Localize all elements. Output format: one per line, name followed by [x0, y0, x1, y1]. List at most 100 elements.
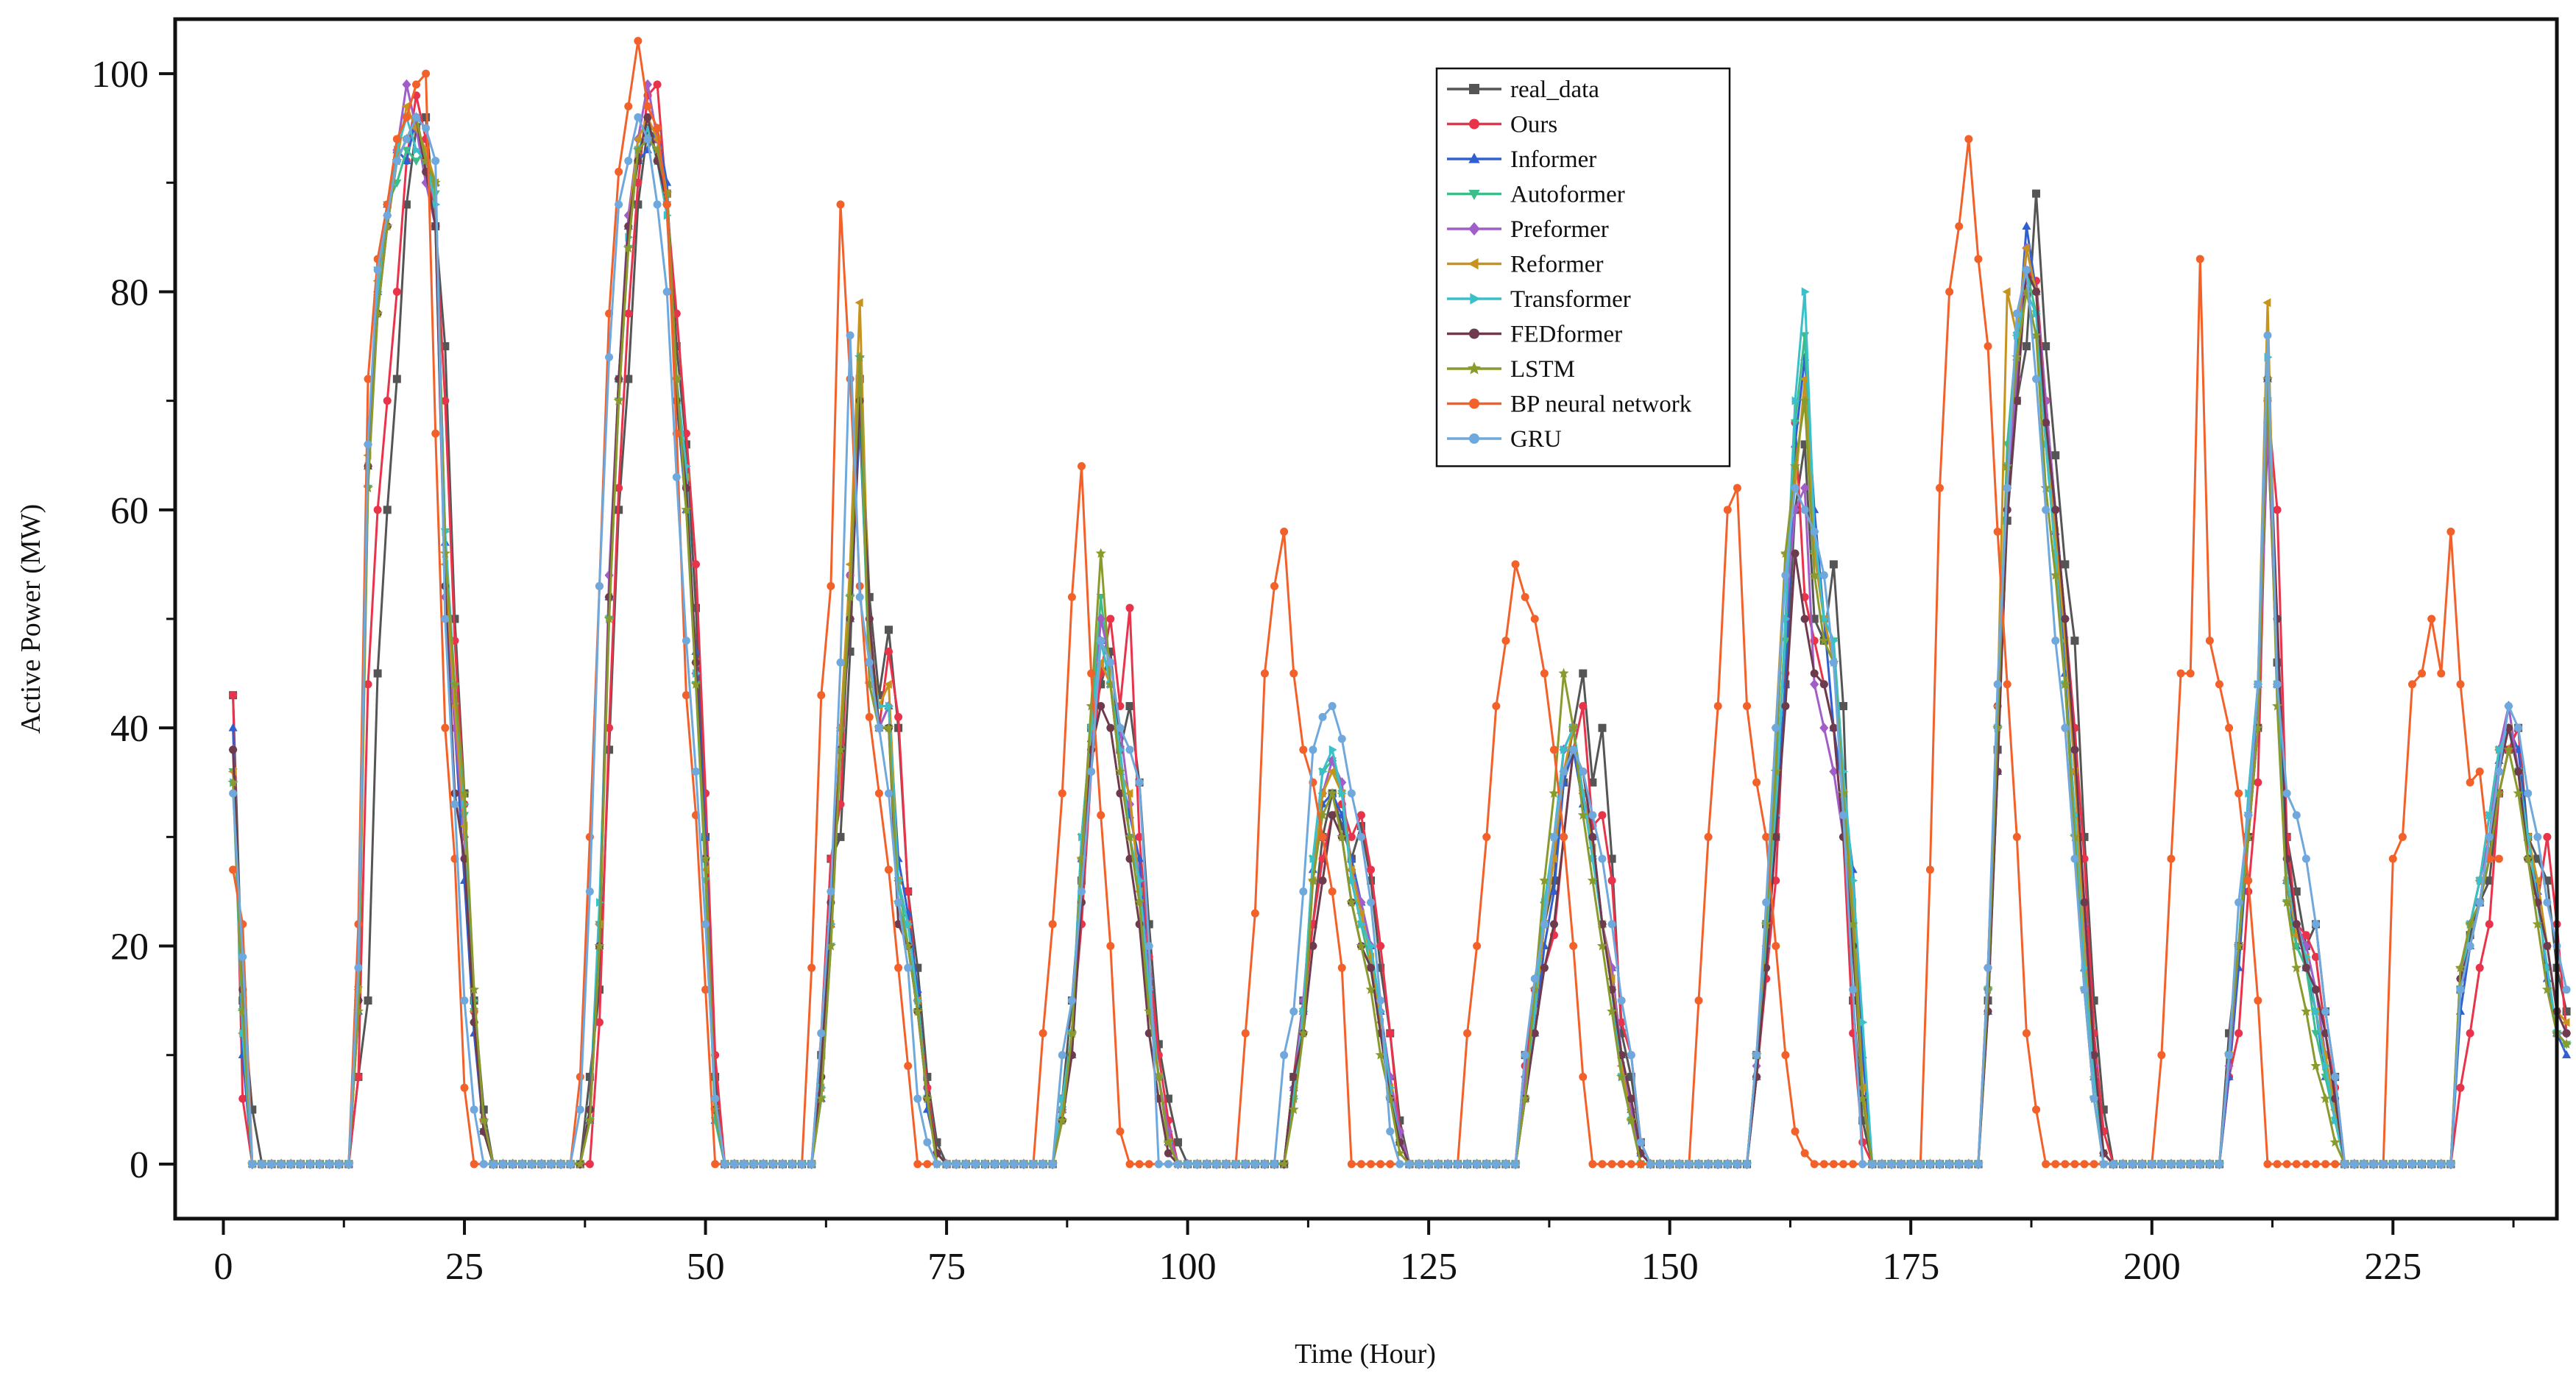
data-point	[2215, 680, 2223, 689]
data-point	[2466, 942, 2474, 951]
data-point	[1617, 1160, 1626, 1169]
data-point	[2042, 342, 2050, 351]
data-point	[624, 375, 633, 383]
data-point	[1337, 822, 1346, 831]
data-point	[1125, 1160, 1134, 1169]
data-point	[1579, 1072, 1588, 1081]
series-gru	[229, 113, 2571, 1169]
data-point	[1887, 1160, 1896, 1169]
data-point	[865, 712, 874, 721]
data-point	[2262, 417, 2273, 428]
data-point	[1492, 1160, 1501, 1169]
data-point	[1762, 832, 1771, 841]
data-point	[2205, 637, 2214, 645]
data-point	[991, 1160, 999, 1169]
data-point	[2561, 1038, 2572, 1049]
data-point	[846, 331, 854, 340]
data-point	[2282, 896, 2293, 907]
data-point	[1463, 1160, 1472, 1169]
data-point	[392, 287, 401, 296]
data-point	[2562, 1029, 2571, 1038]
data-point	[1319, 767, 1328, 776]
data-point	[498, 1160, 507, 1169]
data-point	[691, 560, 700, 569]
data-point	[1386, 1160, 1395, 1169]
data-point	[2427, 1160, 2436, 1169]
data-point	[1395, 1160, 1404, 1169]
data-point	[894, 963, 903, 972]
data-point	[846, 614, 854, 623]
data-point	[2157, 1160, 2166, 1169]
data-point	[1521, 592, 1529, 601]
data-point	[1482, 832, 1491, 841]
legend-item: Reformer	[1447, 252, 1603, 278]
data-point	[1791, 396, 1800, 405]
data-point	[383, 397, 392, 405]
data-point	[874, 691, 883, 700]
data-point	[2388, 854, 2397, 863]
data-point	[1819, 635, 1830, 645]
data-point	[921, 1093, 933, 1103]
data-point	[1203, 1160, 1211, 1169]
data-point	[2148, 1160, 2156, 1169]
data-point	[2109, 1160, 2117, 1169]
data-point	[1078, 462, 1086, 471]
data-point	[2466, 1029, 2474, 1038]
data-point	[228, 723, 238, 731]
data-point	[2254, 778, 2262, 787]
legend-item: GRU	[1447, 426, 1562, 453]
data-point	[1116, 723, 1125, 732]
data-point	[1309, 745, 1317, 754]
data-point	[701, 920, 710, 929]
data-point	[1704, 832, 1713, 841]
legend: real_data Ours Informer Autoformer Preformer…	[1435, 67, 1731, 467]
data-point	[1010, 1160, 1019, 1169]
data-point	[528, 1160, 537, 1169]
data-point	[2262, 373, 2273, 383]
data-point	[364, 375, 372, 383]
data-point	[759, 1160, 768, 1169]
data-point	[1106, 614, 1115, 623]
data-point	[2427, 614, 2436, 623]
data-point	[2313, 1007, 2321, 1016]
data-point	[2310, 1060, 2321, 1071]
data-point	[615, 483, 623, 492]
data-point	[1125, 745, 1134, 754]
data-point	[2418, 1160, 2427, 1169]
data-point	[1752, 1051, 1761, 1060]
data-point	[585, 887, 594, 896]
data-point	[1607, 1160, 1616, 1169]
data-point	[1386, 1029, 1395, 1038]
data-point	[2524, 789, 2533, 798]
data-point	[1936, 483, 1945, 492]
data-point	[1337, 831, 1348, 842]
data-point	[1348, 876, 1356, 885]
data-point	[1029, 1160, 1038, 1169]
data-point	[489, 1160, 498, 1169]
x-axis-title: Time (Hour)	[1295, 1339, 1436, 1369]
data-point	[1280, 527, 1289, 536]
data-point	[1270, 1160, 1279, 1169]
data-point	[2157, 1051, 2166, 1060]
data-point	[2118, 1160, 2127, 1169]
data-point	[836, 200, 845, 209]
data-point	[662, 188, 673, 199]
data-point	[2544, 963, 2552, 973]
data-point	[662, 287, 671, 296]
data-point	[449, 678, 460, 689]
data-point	[1260, 1160, 1269, 1169]
data-point	[2291, 962, 2302, 973]
data-point	[2225, 1029, 2234, 1038]
data-point	[1626, 1115, 1637, 1125]
data-point	[373, 266, 382, 274]
data-point	[2195, 255, 2204, 263]
data-point	[1328, 755, 1337, 766]
x-tick-label: 125	[1400, 1246, 1457, 1288]
data-point	[2254, 996, 2262, 1005]
data-point	[373, 506, 382, 514]
data-point	[2061, 560, 2070, 569]
data-point	[1492, 702, 1501, 711]
data-point	[884, 647, 893, 656]
legend-marker	[1469, 398, 1479, 409]
